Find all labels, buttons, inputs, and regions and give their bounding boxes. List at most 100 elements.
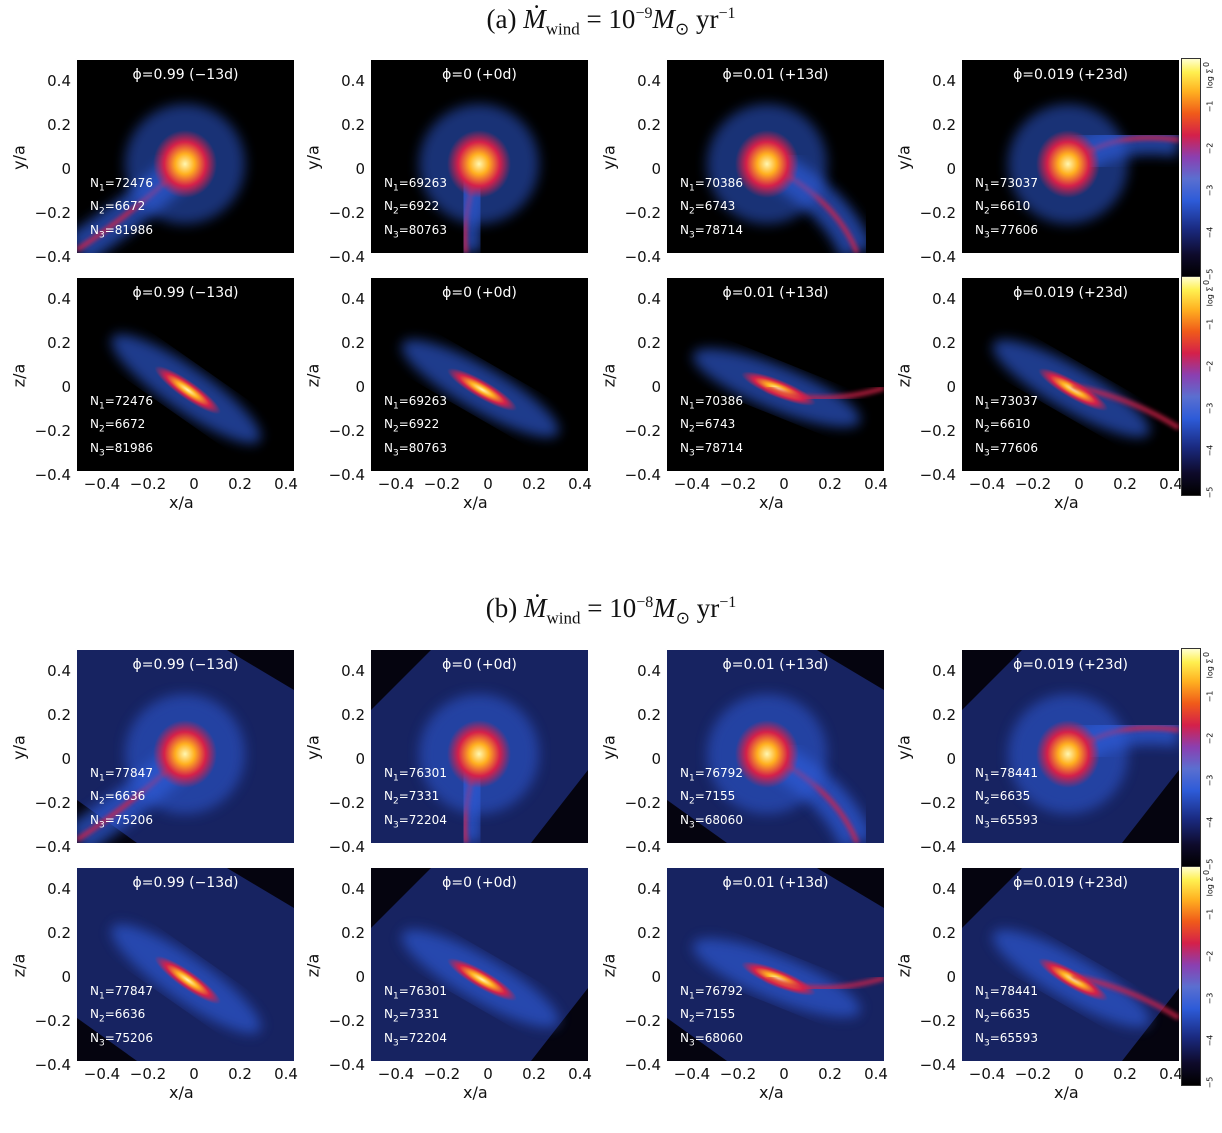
particle-count-n2: N2=6635 [975,789,1031,807]
section-a-title: (a) Ṁwind = 10−9M⊙ yr−1 [486,4,736,39]
density-panel: ϕ=0.019 (+23d) N1=78441 N2=6635 N3=65593 [962,650,1179,843]
void-region [371,868,588,1061]
particle-count-n1: N1=76792 [680,765,743,784]
particle-count-n3: N3=72204 [384,1030,447,1048]
density-panel: ϕ=0.01 (+13d) N1=76792 N2=7155 N3=68060 [667,650,884,843]
y-tick-label: 0 [61,750,71,768]
density-map [77,650,294,843]
y-tick-label: −0.2 [919,794,956,812]
particle-count-n2: N2=7155 [680,789,736,807]
x-tick-label: 0.4 [1159,475,1183,493]
decretion-disc [447,130,511,198]
y-tick-label: −0.4 [328,466,365,484]
colorbar-tick: −3 [1205,184,1215,197]
x-tick-label: −0.2 [129,475,167,493]
colorbar-tick: −1 [1205,690,1215,703]
y-tick-label: −0.4 [624,466,661,484]
orbital-phase-label: ϕ=0.99 (−13d) [132,657,239,673]
colorbar-label: log Σ [1205,68,1215,89]
colorbar-tick: −3 [1205,992,1215,1005]
particle-counts: N1=69263 N2=6922 N3=80763 [384,174,447,244]
y-tick-label: −0.4 [328,248,365,266]
particle-count-n1: N1=72476 [90,393,153,412]
x-tick-label: 0.2 [818,475,842,493]
y-tick-label: 0.2 [341,334,365,352]
y-tick-label: 0.4 [47,290,71,308]
y-tick-label: 0.4 [637,290,661,308]
x-tick-label: 0.2 [1113,475,1137,493]
colorbar-tick: −4 [1205,444,1215,457]
y-axis-label: z/a [894,363,914,388]
colorbar [1181,276,1201,496]
orbital-phase-label: ϕ=0.99 (−13d) [132,875,239,891]
orbital-phase-label: ϕ=0.019 (+23d) [1013,657,1128,673]
x-tick-label: 0 [189,475,199,493]
colorbar-label: log Σ [1205,876,1215,897]
colorbar [1181,866,1201,1086]
density-map [77,868,294,1061]
y-axis-label: y/a [894,735,914,760]
x-tick-label: −0.4 [673,475,711,493]
particle-count-n1: N1=72476 [90,175,153,194]
y-tick-label: −0.4 [34,838,71,856]
density-panel: ϕ=0.99 (−13d) N1=77847 N2=6636 N3=75206 [77,868,294,1061]
colorbar-tick: −2 [1205,950,1215,963]
orbital-phase-label: ϕ=0.019 (+23d) [1013,875,1128,891]
particle-count-n2: N2=6922 [384,199,440,217]
y-tick-label: 0.4 [341,880,365,898]
density-panel: ϕ=0.019 (+23d) N1=73037 N2=6610 N3=77606 [962,278,1179,471]
y-tick-label: 0.4 [637,880,661,898]
particle-count-n3: N3=81986 [90,440,153,458]
y-tick-label: 0.4 [341,72,365,90]
y-axis-label: z/a [303,363,323,388]
colorbar [1181,648,1201,868]
y-tick-label: 0 [355,378,365,396]
density-panel: ϕ=0.01 (+13d) N1=70386 N2=6743 N3=78714 [667,278,884,471]
y-tick-label: −0.4 [328,1056,365,1074]
density-panel: ϕ=0.99 (−13d) N1=72476 N2=6672 N3=81986 [77,278,294,471]
density-map [401,339,560,438]
particle-count-n1: N1=76792 [680,983,743,1002]
y-tick-label: 0 [946,378,956,396]
y-axis-label: z/a [894,953,914,978]
y-tick-label: 0.2 [341,924,365,942]
y-tick-label: 0 [651,378,661,396]
x-tick-label: 0 [189,1065,199,1083]
y-tick-label: 0.2 [637,334,661,352]
x-tick-label: 0 [483,1065,493,1083]
y-tick-label: 0.2 [932,116,956,134]
particle-counts: N1=76792 N2=7155 N3=68060 [680,764,743,834]
colorbar-tick: 0 [1202,61,1212,68]
density-map [1008,104,1179,224]
x-tick-label: 0.2 [818,1065,842,1083]
density-map [962,868,1179,1061]
particle-count-n2: N2=6672 [90,199,146,217]
particle-counts: N1=72476 N2=6672 N3=81986 [90,174,153,244]
x-tick-label: 0.2 [1113,1065,1137,1083]
y-tick-label: 0.2 [341,116,365,134]
colorbar-tick: −1 [1205,100,1215,113]
y-tick-label: −0.2 [624,794,661,812]
y-tick-label: 0.2 [47,116,71,134]
y-axis-label: y/a [9,735,29,760]
y-tick-label: −0.4 [34,248,71,266]
void-region [962,650,1179,843]
tidal-stream [766,385,884,401]
y-tick-label: 0 [651,968,661,986]
density-panel: ϕ=0 (+0d) N1=69263 N2=6922 N3=80763 [371,278,588,471]
y-tick-label: −0.4 [34,466,71,484]
particle-count-n1: N1=77847 [90,983,153,1002]
particle-count-n3: N3=65593 [975,812,1038,830]
colorbar-tick: −4 [1205,816,1215,829]
x-tick-label: −0.2 [719,475,757,493]
y-axis-label: z/a [599,953,619,978]
decretion-disc [735,130,799,198]
orbital-phase-label: ϕ=0 (+0d) [442,875,517,891]
density-map [111,334,261,444]
density-map [962,650,1179,843]
tidal-stream [1071,383,1179,431]
y-tick-label: 0 [61,378,71,396]
y-tick-label: −0.2 [624,1012,661,1030]
colorbar-tick: −3 [1205,774,1215,787]
colorbar [1181,58,1201,278]
